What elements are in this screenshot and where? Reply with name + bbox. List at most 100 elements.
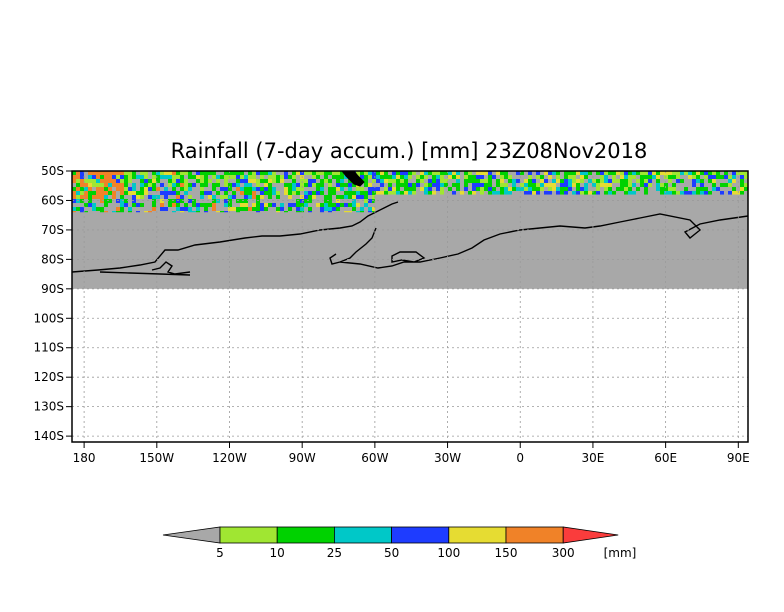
precip-cell <box>192 175 196 179</box>
precip-cell <box>744 183 748 187</box>
precip-cell <box>708 179 712 183</box>
precip-cell <box>332 183 336 187</box>
precip-cell <box>208 207 212 211</box>
precip-cell <box>296 191 300 195</box>
precip-cell <box>76 187 80 191</box>
precip-cell <box>112 207 116 211</box>
precip-cell <box>120 179 124 183</box>
precip-cell <box>384 175 388 179</box>
precip-cell <box>548 187 552 191</box>
precip-cell <box>660 183 664 187</box>
precip-cell <box>608 187 612 191</box>
precip-cell <box>72 203 76 207</box>
precip-cell <box>260 171 264 175</box>
precip-cell <box>104 171 108 175</box>
precip-cell <box>320 171 324 175</box>
precip-cell <box>108 187 112 191</box>
precip-cell <box>336 199 340 203</box>
precip-cell <box>204 183 208 187</box>
precip-cell <box>572 171 576 175</box>
precip-cell <box>428 183 432 187</box>
precip-cell <box>444 175 448 179</box>
precip-cell <box>256 175 260 179</box>
precip-cell <box>452 187 456 191</box>
precip-cell <box>136 179 140 183</box>
precip-cell <box>240 191 244 195</box>
precip-cell <box>152 195 156 199</box>
precip-cell <box>92 207 96 211</box>
precip-cell <box>740 179 744 183</box>
precip-cell <box>460 187 464 191</box>
precip-cell <box>260 183 264 187</box>
precip-cell <box>252 199 256 203</box>
precip-cell <box>220 207 224 211</box>
colorbar-segment <box>276 526 335 544</box>
precip-cell <box>372 207 376 211</box>
precip-cell <box>312 179 316 183</box>
precip-cell <box>716 183 720 187</box>
precip-cell <box>252 195 256 199</box>
precip-cell <box>728 191 732 195</box>
precip-cell <box>228 175 232 179</box>
precip-cell <box>612 191 616 195</box>
precip-cell <box>108 191 112 195</box>
precip-cell <box>116 203 120 207</box>
precip-cell <box>312 171 316 175</box>
precip-cell <box>132 183 136 187</box>
precip-cell <box>620 171 624 175</box>
precip-cell <box>224 171 228 175</box>
precip-cell <box>684 171 688 175</box>
precip-cell <box>724 179 728 183</box>
precip-cell <box>516 171 520 175</box>
precip-cell <box>340 179 344 183</box>
precip-cell <box>76 175 80 179</box>
precip-cell <box>248 179 252 183</box>
precip-cell <box>168 179 172 183</box>
precip-cell <box>296 183 300 187</box>
precip-cell <box>644 175 648 179</box>
precip-cell <box>556 183 560 187</box>
precip-cell <box>736 187 740 191</box>
precip-cell <box>732 191 736 195</box>
precip-cell <box>560 191 564 195</box>
precip-cell <box>532 187 536 191</box>
precip-cell <box>256 191 260 195</box>
precip-cell <box>248 199 252 203</box>
precip-cell <box>288 203 292 207</box>
precip-cell <box>344 187 348 191</box>
precip-cell <box>336 175 340 179</box>
precip-cell <box>112 179 116 183</box>
precip-cell <box>276 199 280 203</box>
precip-cell <box>364 175 368 179</box>
precip-cell <box>124 175 128 179</box>
precip-cell <box>316 171 320 175</box>
precip-cell <box>368 179 372 183</box>
precip-cell <box>468 171 472 175</box>
precip-cell <box>296 187 300 191</box>
precip-cell <box>256 171 260 175</box>
precip-cell <box>552 179 556 183</box>
precip-cell <box>132 175 136 179</box>
precip-cell <box>220 203 224 207</box>
colorbar-level-label: 10 <box>270 546 285 560</box>
chart-title: Rainfall (7-day accum.) [mm] 23Z08Nov201… <box>171 139 648 163</box>
precip-cell <box>172 187 176 191</box>
precip-cell <box>180 183 184 187</box>
precip-cell <box>156 203 160 207</box>
precip-cell <box>624 179 628 183</box>
precip-cell <box>536 175 540 179</box>
precip-cell <box>244 191 248 195</box>
precip-cell <box>80 171 84 175</box>
precip-cell <box>140 207 144 211</box>
precip-cell <box>268 195 272 199</box>
precip-cell <box>272 179 276 183</box>
precip-cell <box>400 179 404 183</box>
precip-cell <box>268 191 272 195</box>
precip-cell <box>328 207 332 211</box>
precip-cell <box>104 195 108 199</box>
precip-cell <box>724 191 728 195</box>
precip-cell <box>84 207 88 211</box>
precip-cell <box>320 207 324 211</box>
precip-cell <box>248 191 252 195</box>
precip-cell <box>284 171 288 175</box>
